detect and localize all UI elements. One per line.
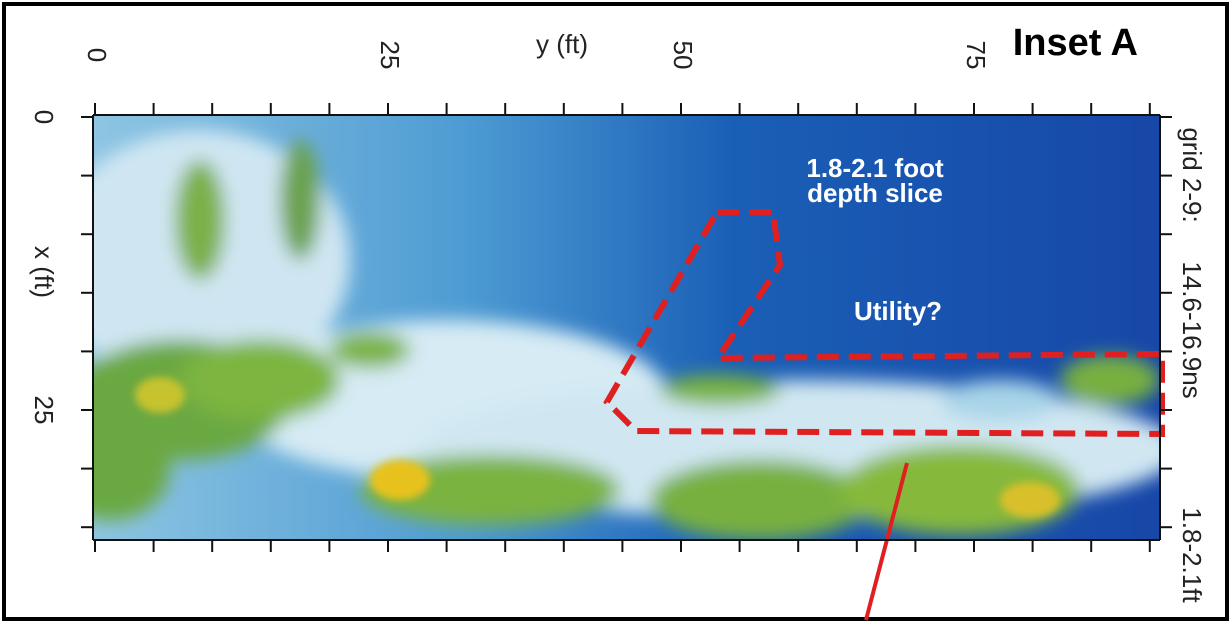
- figure: Inset A y (ft) x (ft) grid 2-9: 14.6-16.…: [0, 0, 1231, 623]
- top-axis-label: y (ft): [536, 29, 588, 59]
- top-tick-label: 25: [375, 41, 405, 70]
- top-tick-label: 50: [668, 41, 698, 70]
- top-tick-label: 0: [82, 48, 112, 62]
- side-note: 1.8-2.1ft: [1177, 507, 1207, 603]
- annotation: Utility?: [854, 296, 942, 326]
- side-note: 14.6-16.9ns: [1177, 261, 1207, 398]
- left-tick-label: 25: [29, 396, 59, 425]
- top-tick-label: 75: [961, 41, 991, 70]
- left-axis-label: x (ft): [29, 246, 59, 298]
- left-tick-label: 0: [29, 110, 59, 124]
- annotation: depth slice: [807, 178, 943, 208]
- side-note: grid 2-9:: [1177, 127, 1207, 222]
- inset-title: Inset A: [1013, 22, 1138, 64]
- depth-slice-image: [50, 115, 1180, 540]
